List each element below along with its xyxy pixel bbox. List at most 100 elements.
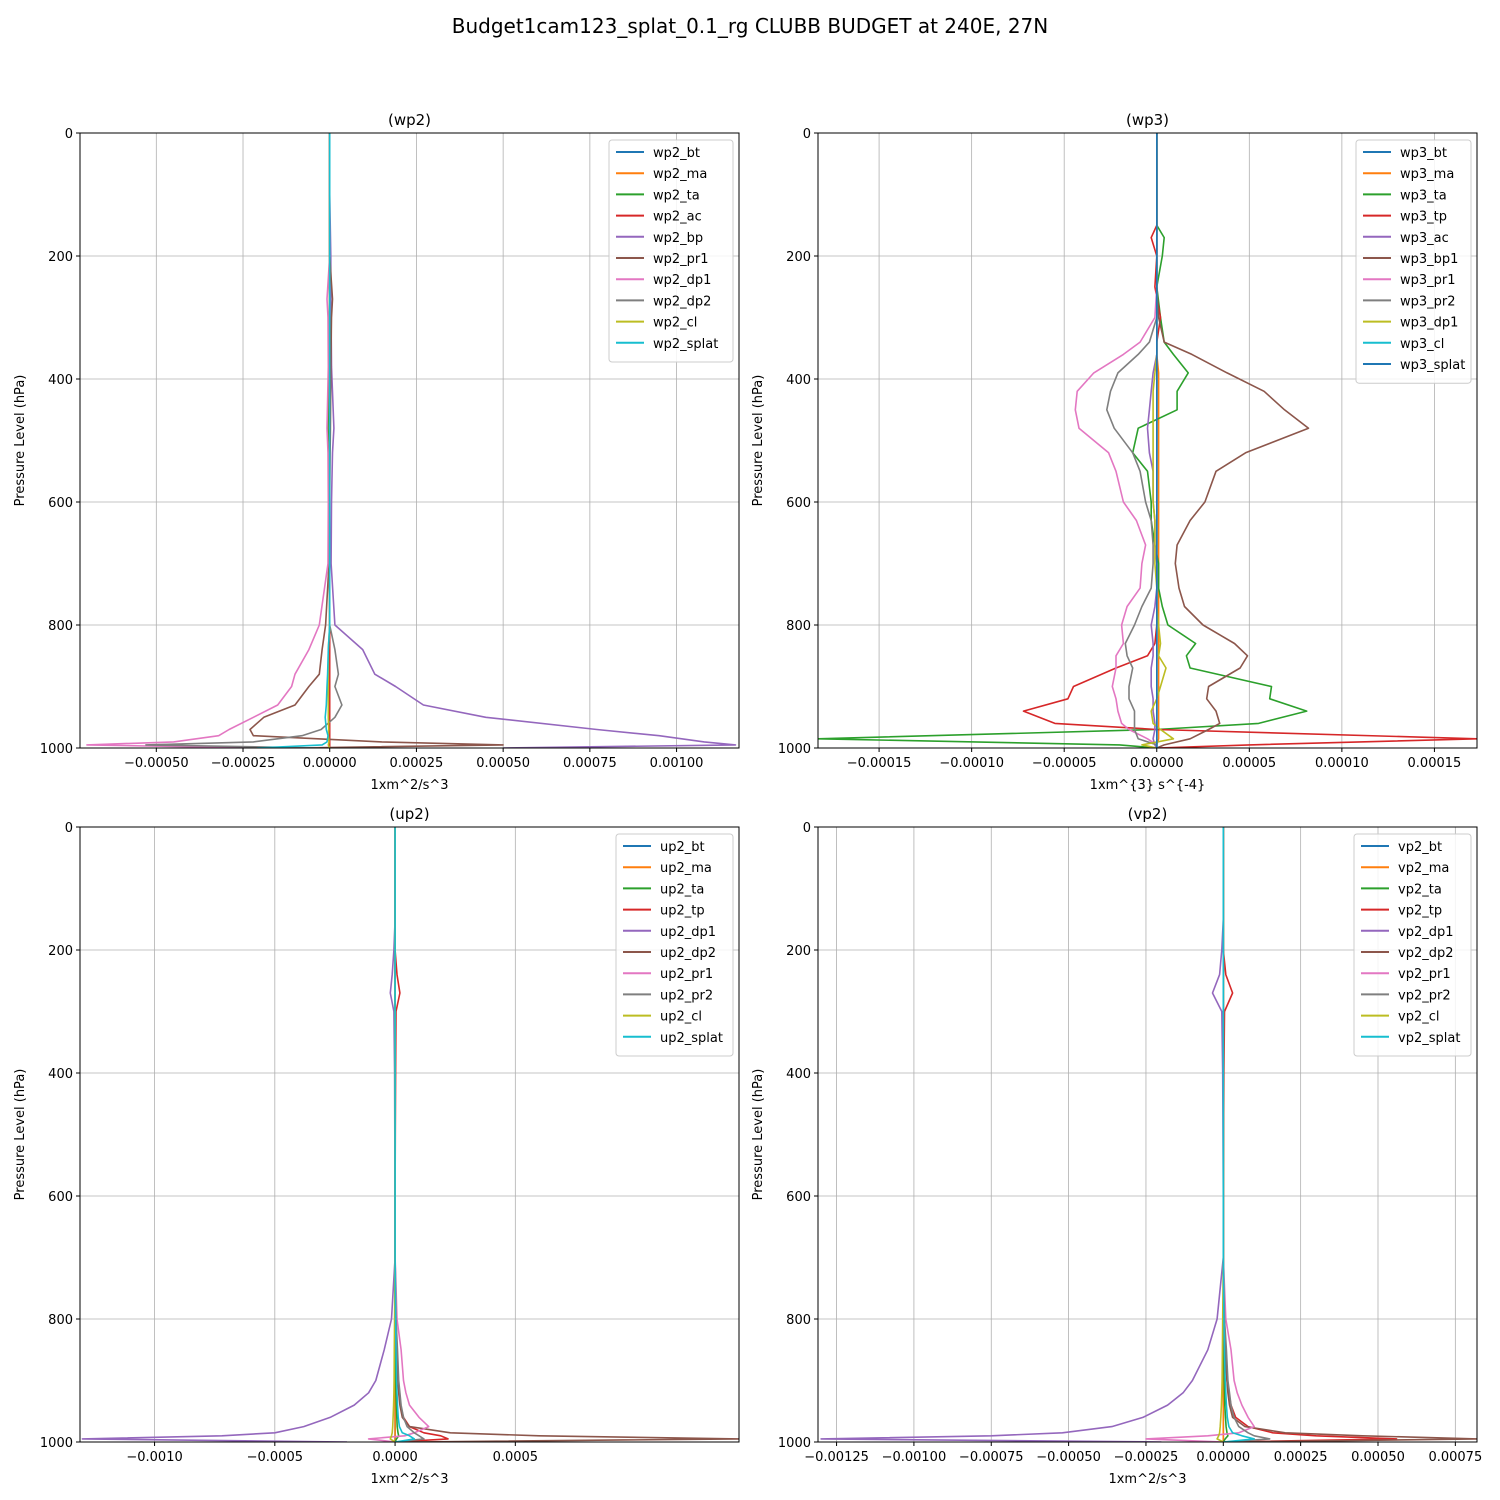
y-tick-label: 400 (786, 1067, 811, 1082)
x-tick-label: 0.00015 (1408, 756, 1462, 771)
y-tick-label: 0 (65, 821, 73, 836)
x-tick-label: −0.0005 (247, 1450, 303, 1465)
legend-label: wp2_bt (653, 146, 700, 161)
x-tick-label: −0.00005 (1032, 756, 1097, 771)
legend-label: up2_bt (660, 840, 705, 855)
legend-label: up2_dp1 (660, 925, 716, 940)
legend-label: wp3_ta (1400, 188, 1447, 203)
legend-label: up2_ta (660, 882, 704, 897)
legend-label: wp3_splat (1400, 358, 1465, 373)
legend-label: wp2_dp2 (653, 294, 711, 309)
legend-box (608, 139, 734, 363)
legend-label: vp2_pr2 (1398, 988, 1451, 1003)
series-group (81, 827, 739, 1442)
legend-label: up2_pr2 (660, 988, 713, 1003)
legend-label: wp2_dp1 (653, 273, 711, 288)
legend-label: wp3_pr2 (1400, 294, 1456, 309)
x-tick-label: 0.0005 (493, 1450, 539, 1465)
figure-title: Budget1cam123_splat_0.1_rg CLUBB BUDGET … (451, 14, 1049, 38)
series-line-wp3_pr2 (1106, 133, 1158, 748)
series-group (818, 133, 1477, 748)
x-tick-label: −0.00050 (124, 756, 189, 771)
y-tick-label: 200 (48, 250, 73, 265)
chart-title: (wp3) (1126, 111, 1169, 129)
series-line-wp2_bp (328, 133, 737, 748)
legend-label: up2_splat (660, 1031, 723, 1046)
legend-label: wp3_cl (1400, 337, 1444, 352)
x-tick-label: −0.00100 (882, 1450, 947, 1465)
y-tick-label: 600 (786, 1190, 811, 1205)
legend: wp3_bt wp3_ma wp3_ta wp3_tp wp3_ac wp3_bp1 wp3… (1355, 139, 1472, 384)
series-line-up2_splat (394, 827, 416, 1442)
y-tick-label: 800 (786, 619, 811, 634)
series-line-wp2_splat (256, 133, 331, 748)
x-axis-label: 1xm^{3} s^{-4} (1090, 778, 1206, 793)
x-tick-label: 0.0000 (372, 1450, 418, 1465)
x-tick-label: 0.00025 (390, 756, 444, 771)
x-tick-label: 0.00000 (303, 756, 357, 771)
series-line-wp3_ta (818, 133, 1308, 748)
y-axis-label: Pressure Level (hPa) (13, 375, 28, 507)
x-tick-label: −0.00025 (211, 756, 276, 771)
legend-label: wp3_bt (1400, 146, 1447, 161)
series-line-vp2_pr1 (1145, 827, 1255, 1442)
x-tick-label: 0.00050 (1351, 1450, 1405, 1465)
legend-label: wp2_bp (653, 231, 703, 246)
y-tick-label: 600 (48, 496, 73, 511)
legend: wp2_bt wp2_ma wp2_ta wp2_ac wp2_bp wp2_pr1 wp2… (608, 139, 734, 363)
y-tick-label: 0 (65, 127, 73, 142)
legend-label: wp2_pr1 (653, 252, 709, 267)
legend: vp2_bt vp2_ma vp2_ta vp2_tp vp2_dp1 vp2_dp2vp… (1353, 833, 1472, 1057)
y-tick-label: 1000 (778, 742, 811, 757)
axes-frame (79, 132, 740, 749)
y-tick-label: 200 (48, 944, 73, 959)
legend-label: up2_tp (660, 904, 705, 919)
x-tick-label: 0.00075 (563, 756, 617, 771)
y-tick-label: 1000 (40, 742, 73, 757)
y-tick-label: 400 (48, 1067, 73, 1082)
legend-label: vp2_dp1 (1398, 925, 1454, 940)
y-tick-label: 0 (803, 821, 811, 836)
x-tick-label: −0.00125 (804, 1450, 869, 1465)
legend-label: wp3_ac (1400, 231, 1449, 246)
y-tick-label: 1000 (778, 1436, 811, 1451)
y-axis-label: Pressure Level (hPa) (13, 1069, 28, 1201)
legend-label: up2_ma (660, 861, 712, 876)
legend-box (1353, 833, 1472, 1057)
legend-label: wp3_tp (1400, 210, 1447, 225)
legend-label: vp2_ta (1398, 882, 1442, 897)
x-tick-label: −0.00075 (959, 1450, 1024, 1465)
x-tick-label: 0.00000 (1130, 756, 1184, 771)
series-line-vp2_dp1 (820, 827, 1225, 1442)
legend-label: vp2_ma (1398, 861, 1449, 876)
x-tick-label: 0.00000 (1196, 1450, 1250, 1465)
axes-frame (817, 826, 1478, 1443)
legend-label: vp2_tp (1398, 904, 1442, 919)
y-tick-label: 200 (786, 944, 811, 959)
y-tick-label: 400 (48, 373, 73, 388)
x-tick-label: 0.00075 (1428, 1450, 1482, 1465)
legend-label: wp2_cl (653, 316, 697, 331)
legend-label: vp2_splat (1398, 1031, 1460, 1046)
y-axis-label: Pressure Level (hPa) (751, 1069, 766, 1201)
x-tick-label: 0.00025 (1274, 1450, 1328, 1465)
y-tick-label: 800 (48, 1313, 73, 1328)
legend-label: wp2_ma (653, 167, 707, 182)
legend-label: wp2_ta (653, 188, 700, 203)
series-group (86, 133, 737, 748)
x-tick-label: 0.00100 (650, 756, 704, 771)
y-tick-label: 0 (803, 127, 811, 142)
y-tick-label: 200 (786, 250, 811, 265)
legend-label: wp3_dp1 (1400, 316, 1458, 331)
y-tick-label: 600 (48, 1190, 73, 1205)
legend-label: up2_dp2 (660, 946, 716, 961)
legend-label: wp3_bp1 (1400, 252, 1458, 267)
legend-label: vp2_pr1 (1398, 967, 1451, 982)
series-line-wp2_dp1 (86, 133, 331, 748)
legend-label: vp2_dp2 (1398, 946, 1454, 961)
legend-label: up2_cl (660, 1010, 702, 1025)
y-tick-label: 600 (786, 496, 811, 511)
legend-label: wp3_pr1 (1400, 273, 1456, 288)
